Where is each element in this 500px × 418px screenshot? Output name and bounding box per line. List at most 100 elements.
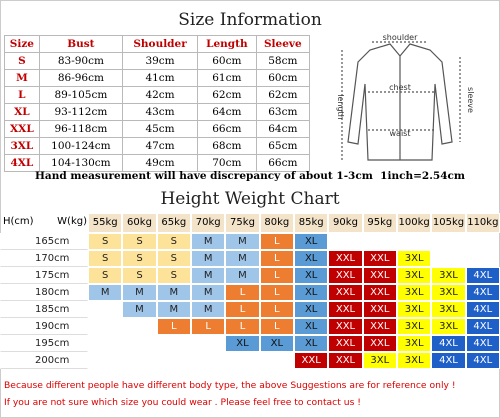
size-cell: 4XL (465, 318, 500, 335)
size-cell: XL (225, 335, 260, 352)
label-waist: waist (390, 129, 411, 138)
corner-h: H(cm) (2, 213, 42, 233)
measure-cell: 66cm (197, 120, 257, 138)
size-cell: 4XL (4, 154, 40, 172)
size-cell: XXL (362, 301, 397, 318)
size-cell: 4XL (431, 352, 466, 369)
size-cell: S (156, 233, 191, 250)
weight-header: 110kg (465, 213, 500, 233)
size-cell: XL (294, 233, 329, 250)
measure-cell: 58cm (255, 52, 311, 70)
weight-header: 85kg (294, 213, 329, 233)
size-table: Size Bust Shoulder Length Sleeve S 83-90cm 39cm… (4, 35, 311, 172)
size-cell: M (225, 250, 260, 267)
size-cell: S (122, 250, 157, 267)
size-cell: 4XL (465, 301, 500, 318)
label-shoulder: shoulder (383, 33, 418, 42)
measure-cell: 100-124cm (38, 137, 124, 155)
size-cell: M (191, 284, 226, 301)
size-cell: M (88, 284, 123, 301)
size-cell: 4XL (465, 284, 500, 301)
footer-line: Because different people have different … (4, 380, 456, 391)
weight-header: 75kg (225, 213, 260, 233)
label-chest: chest (389, 83, 411, 92)
measure-cell: 93-112cm (38, 103, 124, 121)
size-cell: XXL (328, 284, 363, 301)
measure-note: Hand measurement will have discrepancy o… (34, 170, 466, 182)
size-cell: L (225, 301, 260, 318)
height-label: 195cm (0, 335, 88, 352)
size-cell: XXL (328, 318, 363, 335)
size-cell: M (191, 301, 226, 318)
measure-cell: 66cm (255, 154, 311, 172)
size-cell: S (156, 267, 191, 284)
size-cell: L (225, 318, 260, 335)
size-cell: L (259, 250, 294, 267)
size-cell: 3XL (431, 267, 466, 284)
height-label: 165cm (0, 233, 88, 250)
label-sleeve: sleeve (466, 87, 475, 113)
size-cell: M (225, 233, 260, 250)
size-cell: S (122, 233, 157, 250)
size-cell: XXL (328, 267, 363, 284)
size-cell: 4XL (465, 335, 500, 352)
hw-title: Height Weight Chart (160, 189, 340, 209)
size-cell: XXL (328, 250, 363, 267)
size-cell: 3XL (397, 318, 432, 335)
height-label: 175cm (0, 267, 88, 284)
weight-header: 60kg (122, 213, 157, 233)
size-row: 4XL 104-130cm 49cm 70cm 66cm (4, 154, 311, 172)
weight-header: 90kg (328, 213, 363, 233)
size-cell: L (156, 318, 191, 335)
size-cell: 3XL (431, 284, 466, 301)
measure-cell: 64cm (197, 103, 257, 121)
measure-cell: 96-118cm (38, 120, 124, 138)
weight-header: 80kg (259, 213, 294, 233)
size-row: L 89-105cm 42cm 62cm 62cm (4, 86, 311, 104)
size-cell: XXL (362, 284, 397, 301)
size-cell: L (191, 318, 226, 335)
weight-header: 95kg (362, 213, 397, 233)
size-cell: XXL (362, 318, 397, 335)
size-row: XL 93-112cm 43cm 64cm 63cm (4, 103, 311, 121)
size-cell: XXL (362, 250, 397, 267)
weight-header: 65kg (156, 213, 191, 233)
height-label: 200cm (0, 352, 88, 369)
column-header: Sleeve (255, 35, 311, 53)
size-cell: 3XL (397, 301, 432, 318)
measure-cell: 70cm (197, 154, 257, 172)
size-cell: S (156, 250, 191, 267)
measure-cell: 41cm (122, 69, 199, 87)
column-header: Bust (38, 35, 124, 53)
size-cell: 4XL (465, 352, 500, 369)
measure-cell: 42cm (122, 86, 199, 104)
height-label: 170cm (0, 250, 88, 267)
size-cell: 3XL (431, 318, 466, 335)
size-cell: XXL (362, 267, 397, 284)
size-cell: M (191, 233, 226, 250)
size-row: XXL 96-118cm 45cm 66cm 64cm (4, 120, 311, 138)
size-cell: M (225, 267, 260, 284)
size-cell: 3XL (397, 267, 432, 284)
size-cell: L (225, 284, 260, 301)
measure-cell: 45cm (122, 120, 199, 138)
weight-header: 70kg (191, 213, 226, 233)
header-row: Size Bust Shoulder Length Sleeve (4, 35, 311, 53)
size-cell: S (88, 233, 123, 250)
size-row: S 83-90cm 39cm 60cm 58cm (4, 52, 311, 70)
column-header: Length (197, 35, 257, 53)
measure-cell: 89-105cm (38, 86, 124, 104)
measure-cell: 61cm (197, 69, 257, 87)
measure-cell: 65cm (255, 137, 311, 155)
size-cell: XXL (362, 335, 397, 352)
size-cell: M (191, 250, 226, 267)
weight-header: 105kg (431, 213, 466, 233)
size-row: 3XL 100-124cm 47cm 68cm 65cm (4, 137, 311, 155)
size-cell: M (191, 267, 226, 284)
size-cell: M (122, 301, 157, 318)
measure-cell: 104-130cm (38, 154, 124, 172)
measure-cell: 49cm (122, 154, 199, 172)
measure-cell: 64cm (255, 120, 311, 138)
label-length: length (336, 94, 345, 120)
size-cell: S (88, 250, 123, 267)
